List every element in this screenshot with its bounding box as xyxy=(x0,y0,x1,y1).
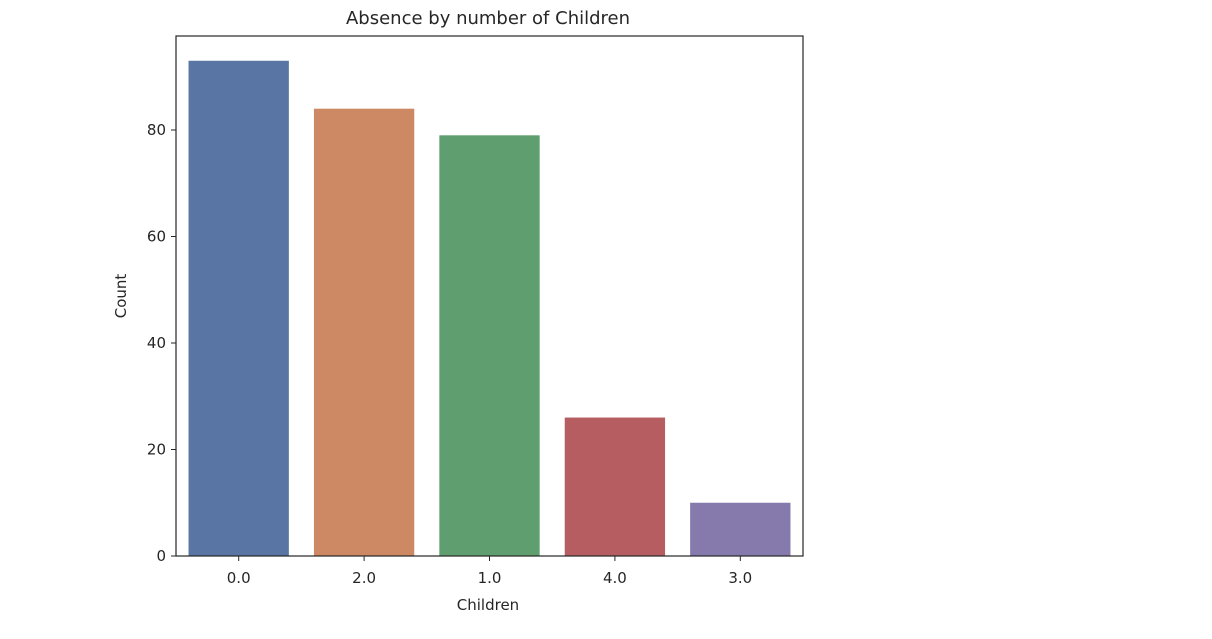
x-tick-label: 0.0 xyxy=(227,569,251,587)
y-tick-label: 80 xyxy=(147,121,166,139)
x-tick-label: 4.0 xyxy=(603,569,627,587)
plot-frame xyxy=(175,35,804,557)
bar-3.0 xyxy=(690,502,791,556)
bar-2.0 xyxy=(313,108,415,556)
y-tick-label: 20 xyxy=(147,440,166,458)
y-tick-label: 60 xyxy=(147,227,166,245)
y-tick-label: 40 xyxy=(147,334,166,352)
y-axis-ticks: 0 20 40 60 80 xyxy=(147,121,176,565)
bar-1.0 xyxy=(439,135,540,556)
x-axis-label: Children xyxy=(457,596,519,614)
x-tick-label: 1.0 xyxy=(478,569,502,587)
x-tick-label: 3.0 xyxy=(728,569,752,587)
bar-0.0 xyxy=(188,60,289,557)
x-tick-label: 2.0 xyxy=(352,569,376,587)
y-axis-label: Count xyxy=(112,274,130,319)
chart-title: Absence by number of Children xyxy=(346,8,630,29)
y-tick-label: 0 xyxy=(156,547,166,565)
bars-group xyxy=(188,60,791,557)
x-axis-ticks: 0.0 2.0 1.0 4.0 3.0 xyxy=(227,556,752,587)
bar-4.0 xyxy=(564,417,666,556)
